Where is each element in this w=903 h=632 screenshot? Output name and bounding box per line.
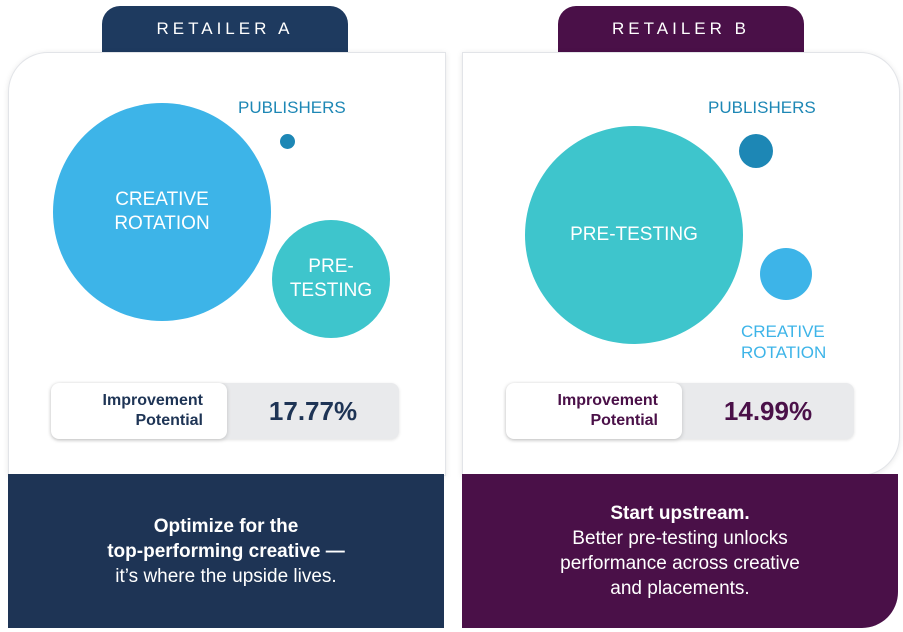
footer-line: top-performing creative — (107, 540, 345, 562)
footer-line: performance across creative (560, 553, 800, 574)
retailer-a-publishers-label: PUBLISHERS (238, 98, 346, 117)
footer-line: Start upstream. (610, 503, 750, 524)
footer-line: it’s where the upside lives. (115, 565, 337, 587)
retailer-a-improvement-metric: Improvement Potential 17.77% (51, 383, 399, 439)
improvement-potential-label: Improvement Potential (51, 383, 227, 439)
retailer-a-publishers-bubble (280, 134, 295, 149)
retailer-b-publishers-bubble (739, 134, 773, 168)
retailer-a-pre-testing-bubble: PRE- TESTING (272, 220, 390, 338)
retailer-b-publishers-label: PUBLISHERS (708, 98, 816, 117)
retailer-b-creative-rotation-label: CREATIVE ROTATION (741, 322, 827, 362)
retailer-a-footer: Optimize for the top-performing creative… (8, 474, 444, 628)
retailer-b-creative-rotation-bubble (760, 248, 812, 300)
retailer-b-tab-label: RETAILER B (612, 19, 750, 38)
improvement-potential-value: 17.77% (268, 395, 358, 426)
bubble-label-line: PRE- (308, 256, 354, 277)
retailer-a-tab: RETAILER A (102, 6, 348, 52)
bubble-label-line: PRE-TESTING (570, 224, 698, 245)
retailer-b-tab: RETAILER B (558, 6, 804, 52)
bubble-label-line: TESTING (289, 280, 373, 301)
footer-line: Optimize for the (153, 515, 299, 537)
improvement-potential-label: Improvement Potential (506, 383, 682, 439)
retailer-b-pre-testing-bubble: PRE-TESTING (525, 126, 743, 344)
retailer-b-footer: Start upstream. Better pre-testing unloc… (462, 474, 898, 628)
footer-line: Better pre-testing unlocks (572, 528, 788, 549)
bubble-label-line: CREATIVE (115, 189, 209, 210)
improvement-potential-value: 14.99% (723, 395, 813, 426)
retailer-a-creative-rotation-bubble: CREATIVE ROTATION (53, 103, 271, 321)
footer-line: and placements. (610, 578, 750, 599)
retailer-a-tab-label: RETAILER A (156, 19, 294, 38)
bubble-label-line: ROTATION (114, 213, 210, 234)
retailer-b-improvement-metric: Improvement Potential 14.99% (506, 383, 854, 439)
